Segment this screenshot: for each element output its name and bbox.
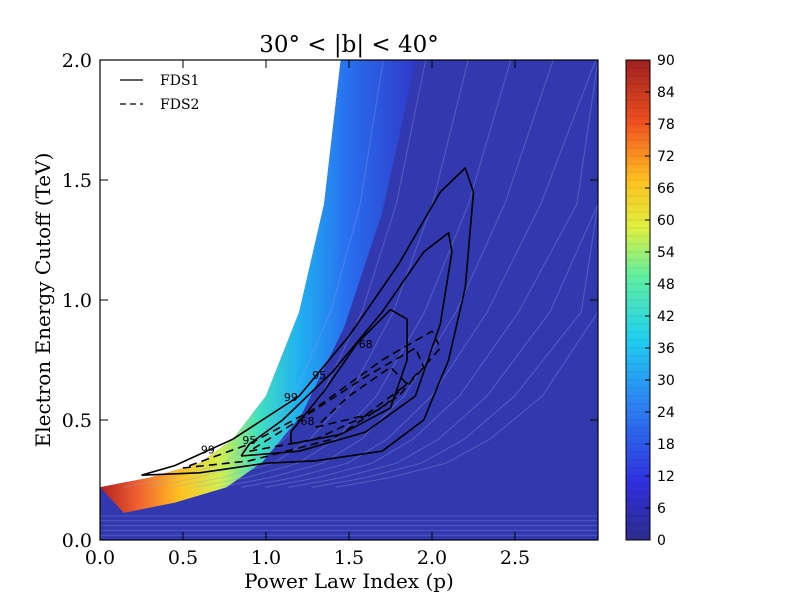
colorbar-level-lines bbox=[626, 67, 650, 533]
x-tick-label: 1.0 bbox=[251, 547, 281, 569]
colorbar-tick-label: 42 bbox=[657, 309, 675, 325]
x-tick-label: 1.5 bbox=[334, 547, 364, 569]
colorbar-tick-label: 18 bbox=[657, 437, 675, 453]
contour-label: 95 bbox=[312, 369, 326, 382]
colorbar-tick-label: 84 bbox=[657, 85, 675, 101]
colorbar-tick-label: 60 bbox=[657, 213, 675, 229]
background-contour-line bbox=[265, 60, 598, 488]
background-contour-line bbox=[170, 60, 469, 488]
x-tick-label: 2.5 bbox=[500, 547, 530, 569]
legend: FDS1 FDS2 bbox=[120, 73, 199, 113]
contour-fds2-95 bbox=[248, 347, 425, 452]
y-tick-label: 1.5 bbox=[62, 170, 92, 192]
colorbar-ticks: 0 6 12 18 24 30 36 42 48 54 60 66 72 78 84 90 bbox=[645, 53, 675, 549]
colorbar-tick-label: 30 bbox=[657, 373, 675, 389]
contour-fds1-99 bbox=[141, 167, 475, 476]
background-contour-line bbox=[312, 60, 598, 488]
contour-label: 68 bbox=[359, 338, 373, 351]
contour-label: 68 bbox=[301, 415, 315, 428]
contour-fds2-68 bbox=[315, 366, 408, 428]
background-contour-line bbox=[335, 60, 598, 488]
background-contour-line bbox=[217, 60, 554, 488]
y-axis-label: Electron Energy Cutoff (TeV) bbox=[31, 153, 55, 448]
x-axis: 0.0 0.5 1.0 1.5 2.0 2.5 bbox=[85, 60, 530, 569]
colorbar-tick-label: 78 bbox=[657, 117, 675, 133]
colorbar-tick-label: 0 bbox=[657, 533, 666, 549]
colorbar-gradient bbox=[625, 59, 651, 541]
colorbar-tick-label: 90 bbox=[657, 53, 675, 69]
y-tick-label: 0.5 bbox=[62, 410, 92, 432]
contour-fds2-99 bbox=[182, 330, 442, 469]
contour-fds1-95 bbox=[240, 232, 453, 457]
contour-label: 99 bbox=[201, 444, 215, 457]
x-tick-label: 0.0 bbox=[85, 547, 115, 569]
background-contour-line bbox=[123, 60, 384, 488]
x-tick-label: 0.5 bbox=[168, 547, 198, 569]
legend-label-fds2: FDS2 bbox=[160, 97, 199, 113]
contour-label: 95 bbox=[242, 434, 256, 447]
legend-label-fds1: FDS1 bbox=[160, 73, 199, 89]
y-tick-label: 2.0 bbox=[62, 50, 92, 72]
background-contour-line bbox=[288, 60, 598, 488]
y-axis: 0.0 0.5 1.0 1.5 2.0 bbox=[62, 50, 598, 552]
colorbar-tick-label: 54 bbox=[657, 245, 675, 261]
y-tick-label: 0.0 bbox=[62, 530, 92, 552]
y-tick-label: 1.0 bbox=[62, 290, 92, 312]
colorbar-tick-label: 24 bbox=[657, 405, 675, 421]
x-tick-label: 2.0 bbox=[417, 547, 447, 569]
colorbar-tick-label: 66 bbox=[657, 181, 675, 197]
colorbar-tick-label: 12 bbox=[657, 469, 675, 485]
background-contour-lines bbox=[100, 60, 598, 536]
colorbar-tick-label: 6 bbox=[657, 501, 666, 517]
colorbar-tick-label: 72 bbox=[657, 149, 675, 165]
colorbar-tick-label: 36 bbox=[657, 341, 675, 357]
colorbar: 0 6 12 18 24 30 36 42 48 54 60 66 72 78 84 90 bbox=[625, 53, 675, 549]
contour-label: 99 bbox=[284, 391, 298, 404]
background-contour-line bbox=[241, 60, 597, 488]
color-band bbox=[100, 60, 417, 513]
chart-title: 30° < |b| < 40° bbox=[259, 32, 439, 58]
x-axis-label: Power Law Index (p) bbox=[244, 569, 454, 593]
colorbar-tick-label: 48 bbox=[657, 277, 675, 293]
confidence-contours bbox=[141, 167, 475, 476]
